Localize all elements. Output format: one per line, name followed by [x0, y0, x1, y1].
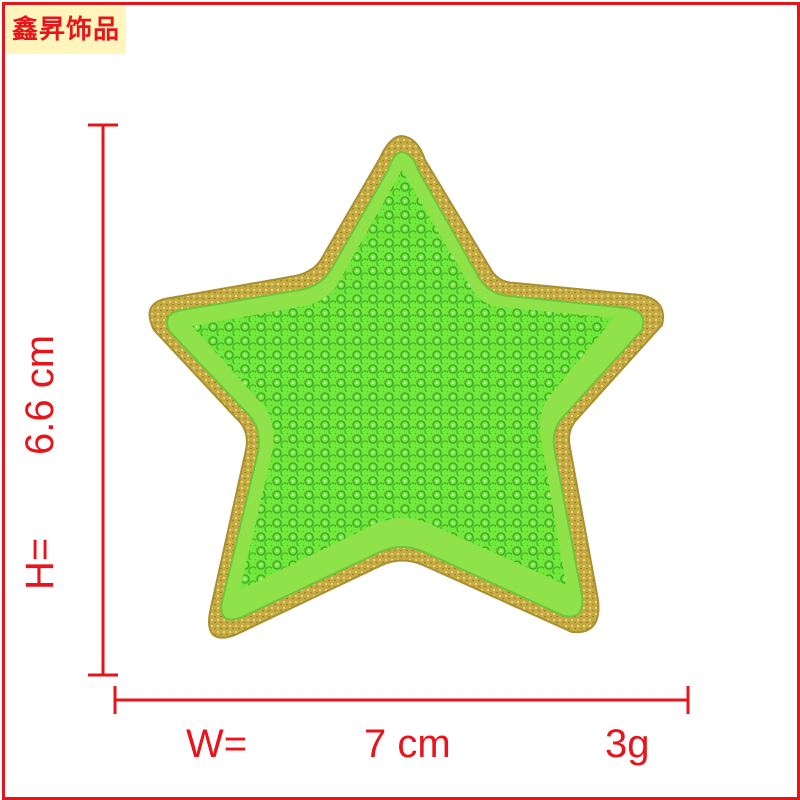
width-value: 7 cm	[364, 722, 451, 766]
brand-watermark: 鑫昇饰品	[6, 6, 127, 54]
star-sequin-body	[192, 170, 614, 590]
weight-value: 3g	[605, 722, 650, 766]
height-label: H=	[18, 537, 62, 590]
height-value: 6.6 cm	[18, 334, 62, 455]
width-label: W=	[186, 722, 248, 766]
